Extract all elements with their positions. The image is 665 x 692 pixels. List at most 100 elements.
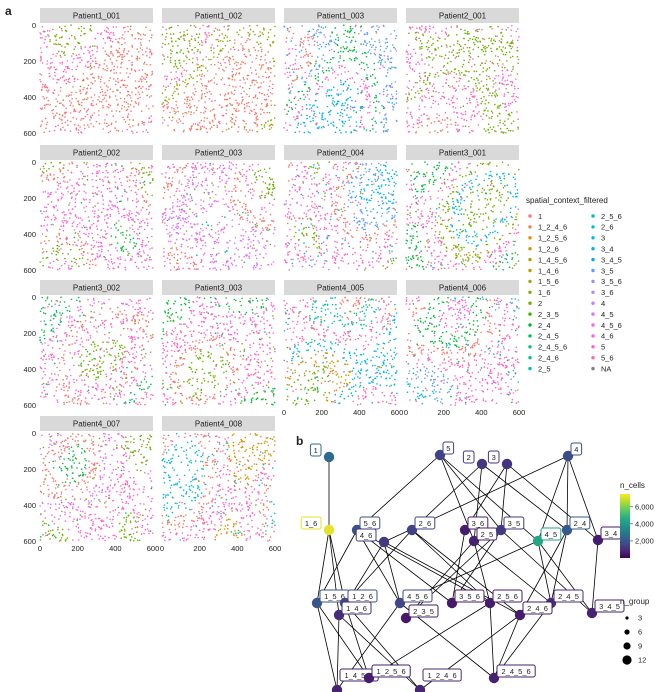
- cell-point: [47, 91, 49, 93]
- cell-point: [232, 58, 235, 61]
- cell-point: [182, 52, 185, 55]
- cell-point: [108, 204, 110, 207]
- cell-point: [107, 27, 109, 30]
- cell-point: [298, 260, 301, 263]
- cell-point: [489, 126, 492, 129]
- cell-point: [379, 192, 382, 195]
- cell-point: [234, 186, 237, 188]
- cell-point: [328, 234, 331, 237]
- cell-point: [428, 118, 430, 120]
- cell-point: [175, 238, 178, 241]
- cell-point: [218, 252, 220, 255]
- cell-point: [366, 32, 369, 35]
- cell-point: [347, 242, 350, 244]
- cell-point: [515, 95, 518, 98]
- cell-point: [47, 67, 49, 69]
- cell-point: [292, 265, 294, 267]
- cell-point: [75, 258, 77, 261]
- cell-point: [189, 193, 192, 196]
- cell-point: [224, 34, 227, 37]
- cell-point: [104, 42, 107, 44]
- cell-point: [451, 85, 454, 87]
- cell-point: [301, 232, 304, 235]
- cell-point: [131, 199, 134, 202]
- cell-point: [162, 54, 164, 56]
- cell-point: [169, 262, 171, 265]
- cell-point: [95, 225, 98, 227]
- cell-point: [233, 213, 236, 216]
- cell-point: [318, 245, 320, 248]
- cell-point: [72, 116, 74, 119]
- cell-point: [61, 76, 64, 79]
- cell-point: [321, 113, 323, 115]
- cell-point: [120, 225, 122, 228]
- cell-point: [235, 247, 238, 249]
- cell-point: [202, 212, 204, 214]
- cell-point: [348, 31, 351, 34]
- cell-point: [262, 229, 265, 231]
- cell-point: [201, 167, 203, 170]
- cell-point: [150, 171, 153, 173]
- cell-point: [91, 179, 93, 181]
- cell-point: [92, 246, 95, 248]
- cell-point: [49, 39, 51, 41]
- cell-point: [307, 33, 309, 36]
- cell-point: [65, 78, 67, 81]
- cell-point: [391, 262, 394, 265]
- cell-point: [178, 62, 181, 64]
- cell-point: [336, 34, 338, 36]
- cell-point: [324, 214, 327, 216]
- cell-point: [510, 29, 512, 32]
- cell-point: [377, 177, 380, 179]
- cell-point: [310, 223, 313, 225]
- cell-point: [65, 222, 68, 224]
- cell-point: [197, 41, 200, 44]
- cell-point: [97, 233, 99, 236]
- cell-point: [77, 78, 79, 81]
- cell-point: [371, 74, 374, 76]
- cell-point: [355, 217, 358, 219]
- cell-point: [142, 250, 145, 252]
- cell-point: [45, 235, 47, 238]
- cell-point: [286, 216, 289, 218]
- cell-point: [331, 102, 334, 104]
- cell-point: [365, 77, 368, 80]
- cell-point: [177, 169, 179, 171]
- cell-point: [353, 57, 356, 60]
- cell-point: [394, 48, 397, 50]
- cell-point: [340, 65, 343, 67]
- cell-point: [186, 184, 189, 187]
- cell-point: [216, 223, 219, 226]
- cell-point: [141, 244, 144, 246]
- cell-point: [39, 73, 41, 75]
- cell-point: [189, 103, 191, 105]
- cell-point: [61, 50, 63, 53]
- cell-point: [386, 45, 389, 48]
- cell-point: [213, 108, 215, 110]
- cell-point: [332, 166, 335, 168]
- cell-point: [116, 201, 119, 204]
- cell-point: [310, 35, 313, 38]
- cell-point: [457, 55, 460, 57]
- cell-point: [386, 231, 388, 233]
- cell-point: [140, 38, 142, 41]
- cell-point: [344, 29, 347, 32]
- cell-point: [361, 163, 364, 165]
- cell-point: [318, 235, 320, 237]
- cell-point: [406, 120, 408, 122]
- cell-point: [67, 253, 69, 255]
- cell-point: [265, 121, 267, 124]
- cell-point: [117, 130, 120, 132]
- cell-point: [269, 128, 271, 131]
- cell-point: [139, 34, 142, 36]
- cell-point: [121, 130, 124, 132]
- cell-point: [141, 167, 144, 169]
- cell-point: [109, 213, 112, 216]
- cell-point: [483, 95, 485, 98]
- cell-point: [200, 258, 203, 261]
- cell-point: [200, 111, 202, 114]
- cell-point: [206, 26, 209, 28]
- cell-point: [163, 212, 165, 214]
- cell-point: [347, 50, 350, 53]
- cell-point: [378, 26, 380, 29]
